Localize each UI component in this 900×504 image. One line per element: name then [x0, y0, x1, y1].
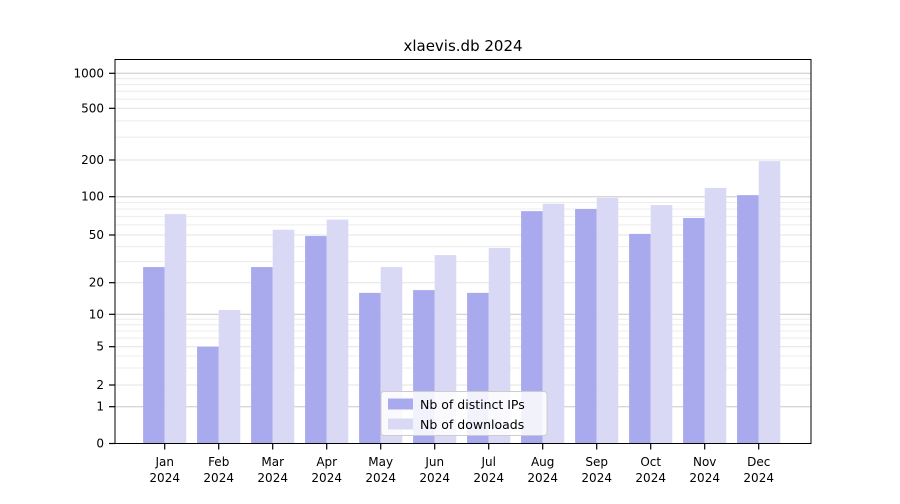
x-tick-label-year-aug: 2024 — [527, 471, 558, 485]
bar-ips-aug — [521, 211, 543, 444]
bar-downloads-dec — [758, 161, 781, 444]
bar-downloads-apr — [326, 219, 349, 444]
x-tick-label-month-oct: Oct — [640, 455, 661, 469]
bar-ips-nov — [683, 218, 705, 444]
bar-downloads-sep — [596, 197, 619, 444]
x-tick-label-year-mar: 2024 — [257, 471, 288, 485]
x-tick-label-year-jan: 2024 — [149, 471, 180, 485]
x-tick-label-year-jul: 2024 — [473, 471, 504, 485]
bar-ips-feb — [197, 346, 219, 444]
y-tick-label-0: 0 — [96, 437, 104, 451]
y-tick-label-2: 2 — [96, 378, 104, 392]
x-tick-label-month-apr: Apr — [316, 455, 337, 469]
axis-ticks — [109, 72, 760, 450]
bar-ips-may — [359, 292, 381, 444]
legend-label-downloads: Nb of downloads — [420, 417, 524, 432]
x-tick-label-year-sep: 2024 — [581, 471, 612, 485]
x-tick-label-month-sep: Sep — [585, 455, 608, 469]
axis-labels: 0 1 2 5 10 20 50 100 200 500 1000 Jan 2024 Feb 2024 Mar… — [73, 66, 774, 485]
y-tick-label-20: 20 — [89, 276, 104, 290]
legend-label-ips: Nb of distinct IPs — [420, 397, 525, 412]
x-tick-label-year-may: 2024 — [365, 471, 396, 485]
x-tick-label-year-oct: 2024 — [635, 471, 666, 485]
y-tick-label-1000: 1000 — [73, 66, 104, 80]
y-tick-label-5: 5 — [96, 340, 104, 354]
y-tick-label-200: 200 — [81, 153, 104, 167]
legend-swatch-downloads — [388, 418, 413, 430]
bar-downloads-jan — [164, 214, 187, 444]
y-tick-label-1: 1 — [96, 400, 104, 414]
bar-downloads-oct — [650, 205, 673, 444]
x-tick-label-year-nov: 2024 — [689, 471, 720, 485]
x-tick-label-month-aug: Aug — [531, 455, 554, 469]
x-tick-label-month-nov: Nov — [693, 455, 716, 469]
bar-ips-jan — [143, 267, 165, 444]
bar-ips-mar — [251, 267, 273, 444]
y-tick-label-500: 500 — [81, 101, 104, 115]
bar-downloads-feb — [218, 309, 241, 444]
x-tick-label-month-dec: Dec — [747, 455, 770, 469]
y-tick-label-50: 50 — [89, 228, 104, 242]
bar-downloads-nov — [704, 187, 727, 444]
bar-ips-sep — [575, 209, 597, 444]
bar-ips-oct — [629, 233, 651, 444]
legend-swatch-ips — [388, 398, 413, 410]
x-tick-label-month-mar: Mar — [261, 455, 284, 469]
x-tick-label-year-feb: 2024 — [203, 471, 234, 485]
x-tick-label-year-apr: 2024 — [311, 471, 342, 485]
x-tick-label-month-jan: Jan — [154, 455, 174, 469]
x-tick-label-month-jul: Jul — [480, 455, 495, 469]
chart-title: xlaevis.db 2024 — [403, 37, 522, 55]
x-tick-label-month-jun: Jun — [424, 455, 444, 469]
legend-box — [380, 391, 548, 436]
legend: Nb of distinct IPs Nb of downloads — [380, 391, 548, 436]
bar-ips-dec — [737, 195, 759, 444]
bar-ips-apr — [305, 236, 327, 444]
y-tick-label-100: 100 — [81, 190, 104, 204]
plot-border — [114, 59, 812, 444]
y-tick-label-10: 10 — [89, 307, 104, 321]
x-tick-label-year-dec: 2024 — [743, 471, 774, 485]
x-tick-label-year-jun: 2024 — [419, 471, 450, 485]
x-tick-label-month-feb: Feb — [208, 455, 229, 469]
bar-downloads-mar — [272, 229, 295, 444]
bar-downloads-aug — [542, 203, 565, 444]
x-tick-label-month-may: May — [368, 455, 393, 469]
